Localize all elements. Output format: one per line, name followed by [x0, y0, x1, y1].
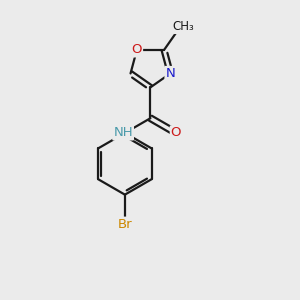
Text: O: O	[171, 127, 181, 140]
Text: NH: NH	[113, 127, 133, 140]
Text: O: O	[132, 44, 142, 56]
Text: N: N	[166, 67, 175, 80]
Text: CH₃: CH₃	[172, 20, 194, 33]
Text: Br: Br	[118, 218, 132, 231]
